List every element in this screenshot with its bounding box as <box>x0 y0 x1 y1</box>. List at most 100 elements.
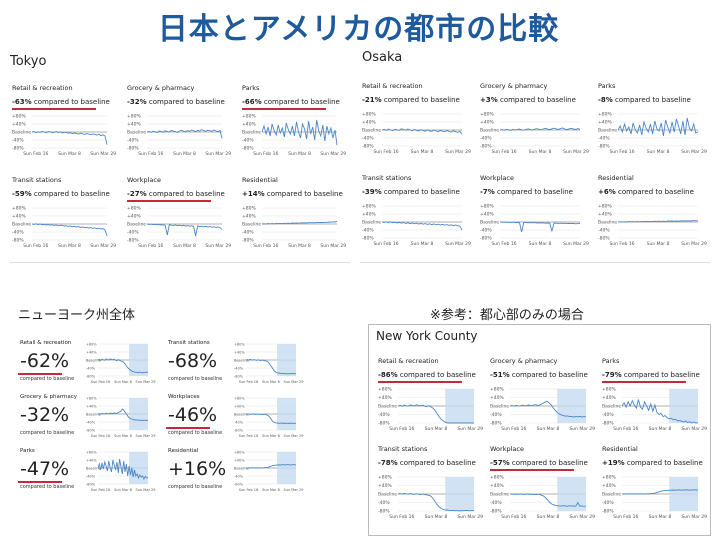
value-number: -59% <box>12 189 32 198</box>
y-tick-label: -80% <box>86 429 96 433</box>
value-number: -57% <box>490 458 510 467</box>
x-tick-label: Sun Feb 16 <box>253 243 278 249</box>
y-tick-label: +80% <box>378 474 392 480</box>
y-tick-label: +40% <box>234 459 245 463</box>
x-tick-label: Sun Mar 29 <box>136 380 156 384</box>
highlight-underline <box>12 107 96 110</box>
y-tick-label: -80% <box>598 235 610 241</box>
x-tick-label: Sun Feb 16 <box>91 380 111 384</box>
series-line <box>245 358 297 375</box>
compared-text: compared to baseline <box>381 95 460 104</box>
y-tick-label: +40% <box>378 395 392 401</box>
page-title: 日本とアメリカの都市の比較 <box>157 12 560 47</box>
x-tick-label: Sun Feb 16 <box>389 426 414 432</box>
panel-value: -63% compared to baseline <box>12 98 110 106</box>
compared-text: compared to baseline <box>381 187 460 196</box>
panel-title: Grocery & pharmacy <box>490 357 558 365</box>
y-tick-label: -80% <box>602 508 614 514</box>
mini-chart: +80% +40% Baseline -40% -80%Sun Feb 16 Sun Ma… <box>490 474 595 520</box>
series-line <box>499 127 581 131</box>
y-tick-label: +40% <box>378 483 392 489</box>
y-tick-label: +80% <box>242 113 256 119</box>
compared-text: compared to baseline <box>20 430 75 436</box>
y-tick-label: +80% <box>234 451 245 455</box>
panel-title: Retail & recreation <box>362 82 423 90</box>
series-line <box>381 127 463 134</box>
y-tick-label: -80% <box>127 237 139 243</box>
y-tick-label: Baseline <box>490 491 509 497</box>
series-line <box>261 220 338 224</box>
x-tick-label: Sun Feb 16 <box>613 426 638 432</box>
y-tick-label: +80% <box>12 113 26 119</box>
panel-value: -62% <box>20 350 70 372</box>
highlight-underline <box>18 373 62 375</box>
compared-text: compared to baseline <box>168 430 223 436</box>
y-tick-label: +40% <box>490 483 504 489</box>
shaded-period <box>669 388 698 423</box>
series-line <box>621 398 699 424</box>
x-tick-label: Sun Feb 16 <box>501 514 526 520</box>
value-number: -32% <box>127 97 147 106</box>
x-tick-label: Sun Mar 8 <box>114 380 132 384</box>
y-tick-label: -80% <box>86 483 96 487</box>
compared-text: compared to baseline <box>397 458 476 467</box>
y-tick-label: -40% <box>242 229 254 235</box>
y-tick-label: -80% <box>362 143 374 149</box>
value-number: -27% <box>127 189 147 198</box>
panel-title: Workplace <box>490 445 524 453</box>
panel-title: Transit stations <box>362 174 412 182</box>
series-line <box>146 128 223 139</box>
x-tick-label: Sun Mar 8 <box>262 380 280 384</box>
compared-text: compared to baseline <box>31 97 110 106</box>
compared-text: compared to baseline <box>624 458 703 467</box>
y-tick-label: Baseline <box>480 219 499 225</box>
y-tick-label: Baseline <box>234 467 249 471</box>
y-tick-label: Baseline <box>602 491 621 497</box>
y-tick-label: +80% <box>480 203 494 209</box>
panel-value: -79% compared to baseline <box>602 371 700 379</box>
y-tick-label: +80% <box>86 397 97 401</box>
panel-title: Transit stations <box>378 445 428 453</box>
x-tick-label: Sun Feb 16 <box>91 434 111 438</box>
y-tick-label: Baseline <box>12 221 31 227</box>
x-tick-label: Sun Mar 29 <box>563 149 589 155</box>
y-tick-label: +40% <box>12 213 26 219</box>
y-tick-label: -40% <box>378 500 390 506</box>
shaded-period <box>557 476 586 511</box>
series-line <box>245 413 297 425</box>
compared-text: compared to baseline <box>615 187 694 196</box>
x-tick-label: Sun Mar 8 <box>537 426 560 432</box>
series-line <box>509 493 587 507</box>
y-tick-label: Baseline <box>480 127 499 133</box>
x-tick-label: Sun Mar 29 <box>681 426 707 432</box>
value-number: -78% <box>378 458 398 467</box>
value-number: -8% <box>598 95 613 104</box>
panel-value: -8% compared to baseline <box>598 96 691 104</box>
y-tick-label: -40% <box>12 137 24 143</box>
series-line <box>617 219 698 222</box>
shaded-period <box>445 388 474 423</box>
y-tick-label: -40% <box>490 412 502 418</box>
panel-title: Grocery & pharmacy <box>20 394 77 400</box>
panel-value: -32% compared to baseline <box>127 98 225 106</box>
value-number: -51% <box>490 370 510 379</box>
compared-text: compared to baseline <box>397 370 476 379</box>
x-tick-label: Sun Mar 8 <box>58 243 81 249</box>
panel-value: -59% compared to baseline <box>12 190 110 198</box>
y-tick-label: +80% <box>12 205 26 211</box>
panel-title: Grocery & pharmacy <box>480 82 548 90</box>
x-tick-label: Sun Mar 29 <box>205 151 231 157</box>
y-tick-label: Baseline <box>362 127 381 133</box>
panel-value: -86% compared to baseline <box>378 371 476 379</box>
highlight-underline <box>166 427 210 429</box>
panel-title: Retail & recreation <box>12 84 73 92</box>
x-tick-label: Sun Mar 8 <box>411 241 434 247</box>
series-line <box>97 358 149 374</box>
x-tick-label: Sun Mar 29 <box>457 426 483 432</box>
mini-chart: +80% +40% Baseline -40% -80%Sun Feb 16 Sun Ma… <box>378 386 483 432</box>
x-tick-label: Sun Feb 16 <box>23 243 48 249</box>
y-tick-label: +40% <box>12 121 26 127</box>
y-tick-label: -80% <box>378 420 390 426</box>
panel-value: +16% <box>168 458 227 480</box>
series-line <box>97 458 149 481</box>
